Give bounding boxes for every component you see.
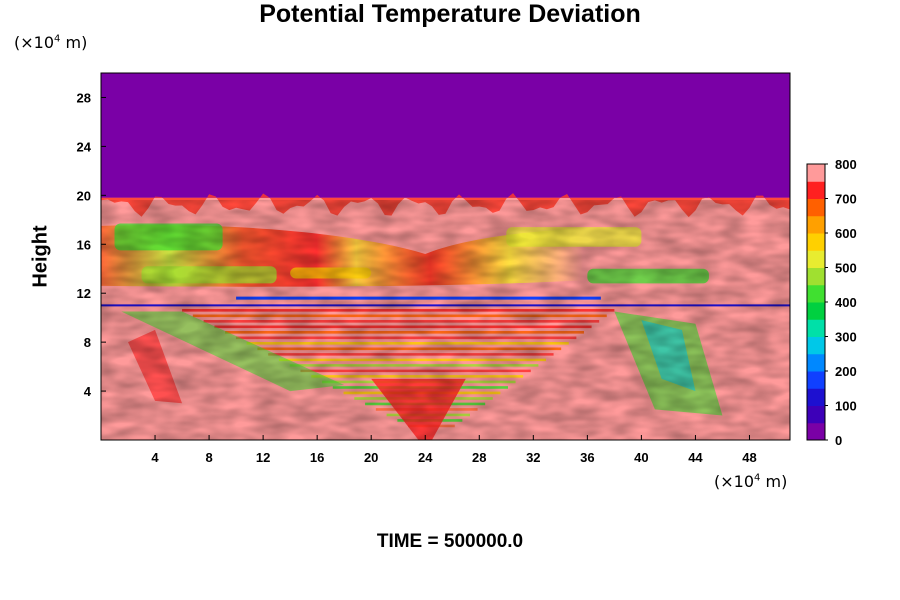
heatmap-field: [101, 73, 790, 440]
colorbar-swatch: [807, 181, 825, 199]
x-axis-unit: (×104 m): [714, 472, 788, 491]
colorbar-swatch: [807, 371, 825, 389]
colorbar-swatch: [807, 319, 825, 337]
x-tick-label: 12: [256, 450, 270, 465]
x-tick-label: 4: [151, 450, 159, 465]
colorbar-tick-label: 300: [835, 330, 857, 345]
x-tick-label: 24: [418, 450, 433, 465]
colorbar-swatch: [807, 198, 825, 217]
x-tick-label: 36: [580, 450, 594, 465]
y-tick-label: 4: [84, 384, 92, 399]
x-tick-label: 48: [742, 450, 756, 465]
x-tick-label: 20: [364, 450, 378, 465]
y-tick-label: 20: [77, 188, 91, 203]
colorbar-tick-label: 200: [835, 364, 857, 379]
colorbar-swatch: [807, 215, 825, 234]
colorbar-tick-label: 100: [835, 399, 857, 414]
x-tick-label: 28: [472, 450, 486, 465]
colorbar-tick-label: 700: [835, 192, 857, 207]
y-tick-label: 16: [77, 237, 91, 252]
plot-area: [101, 73, 790, 440]
region-upper-uniform: [101, 73, 790, 198]
y-axis-unit: (×104 m): [14, 33, 88, 52]
colorbar-swatch: [807, 267, 825, 286]
colorbar-swatch: [807, 388, 825, 406]
y-tick-label: 8: [84, 335, 91, 350]
colorbar-swatch: [807, 250, 825, 268]
y-tick-label: 28: [77, 90, 91, 105]
x-tick-label: 8: [205, 450, 212, 465]
colorbar: 0 100 200 300 400 500 600 700 800: [806, 157, 857, 448]
colorbar-tick-label: 800: [835, 157, 857, 172]
colorbar-tick-label: 500: [835, 261, 857, 276]
time-label: TIME = 500000.0: [376, 531, 524, 552]
colorbar-swatch: [807, 164, 825, 182]
y-tick-label: 12: [77, 286, 91, 301]
colorbar-swatch: [807, 233, 825, 251]
chart-title: Potential Temperature Deviation: [259, 0, 641, 28]
y-tick-label: 24: [77, 139, 92, 154]
colorbar-tick-label: 400: [835, 295, 857, 310]
colorbar-swatch: [807, 353, 825, 372]
plot-frame: [100, 72, 791, 441]
x-tick-label: 44: [688, 450, 703, 465]
field-texture: [101, 200, 790, 440]
colorbar-tick-label: 0: [835, 433, 842, 448]
colorbar-swatch: [807, 336, 825, 355]
colorbar-swatch: [807, 422, 825, 441]
x-tick-label: 32: [526, 450, 540, 465]
x-tick-label: 40: [634, 450, 648, 465]
colorbar-swatch: [807, 302, 825, 320]
colorbar-swatch: [807, 405, 825, 424]
x-tick-label: 16: [310, 450, 324, 465]
colorbar-tick-label: 600: [835, 226, 857, 241]
colorbar-swatch: [807, 284, 825, 303]
